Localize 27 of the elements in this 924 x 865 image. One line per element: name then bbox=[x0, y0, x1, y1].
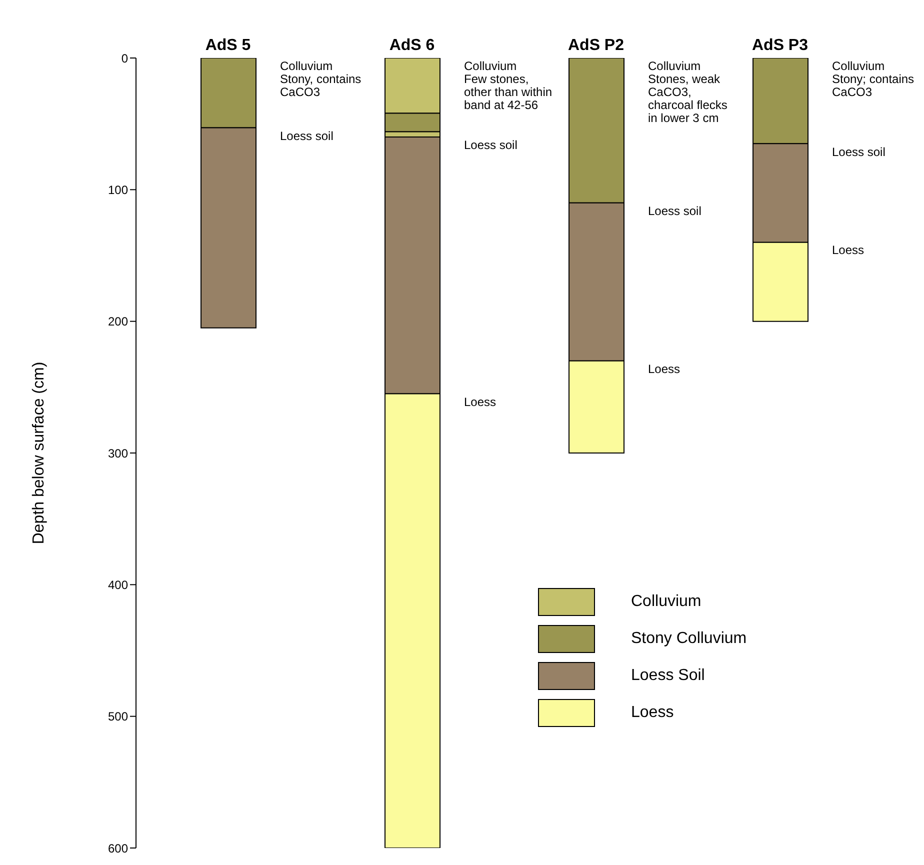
annotation: Colluvium Stony, contains CaCO3 bbox=[280, 59, 362, 99]
x-tick-label: AdS P3 bbox=[752, 37, 808, 54]
y-tick-label: 300 bbox=[108, 446, 128, 460]
legend-label: Loess Soil bbox=[631, 666, 705, 684]
x-tick-label: AdS 5 bbox=[205, 37, 251, 54]
annotation: Loess soil bbox=[464, 138, 518, 152]
y-tick-label: 200 bbox=[108, 314, 128, 329]
x-tick-label: AdS P2 bbox=[568, 37, 624, 54]
y-tick-label: 100 bbox=[108, 182, 128, 197]
y-tick-label: 0 bbox=[121, 51, 128, 66]
annotation: Loess soil bbox=[648, 204, 702, 218]
legend-label: Stony Colluvium bbox=[631, 630, 747, 648]
x-tick-label: AdS 6 bbox=[389, 37, 435, 54]
annotation: Loess soil bbox=[280, 129, 334, 143]
annotation: Colluvium Few stones, other than within band at 42-56 bbox=[464, 59, 552, 112]
y-tick-label: 400 bbox=[108, 578, 128, 592]
annotation: Colluvium Stony; contains CaCO3 bbox=[832, 59, 914, 99]
y-tick-label: 500 bbox=[108, 710, 128, 724]
annotation: Loess soil bbox=[832, 145, 886, 159]
annotation: Loess bbox=[832, 243, 864, 257]
legend-label: Colluvium bbox=[631, 592, 702, 610]
annotation: Loess bbox=[648, 362, 680, 376]
annotation: Colluvium Stones, weak CaCO3, charcoal flecks in lower 3 cm bbox=[648, 59, 728, 125]
y-axis-title: Depth below surface (cm) bbox=[30, 362, 48, 544]
annotation: Loess bbox=[464, 395, 496, 409]
legend-label: Loess bbox=[631, 704, 674, 722]
y-tick-label: 600 bbox=[108, 841, 128, 856]
